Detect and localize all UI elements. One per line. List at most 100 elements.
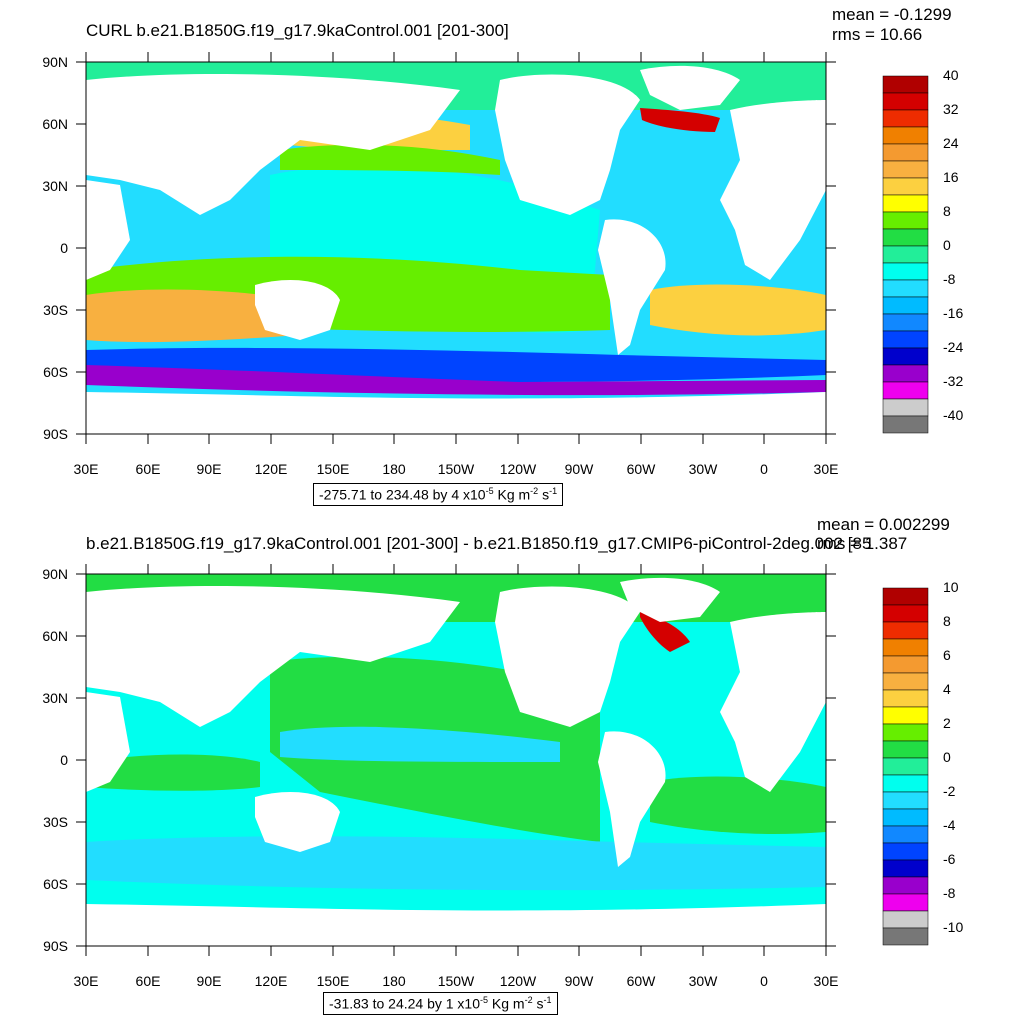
antarctica: [86, 904, 826, 946]
lon-label: 30E: [73, 973, 99, 989]
lon-label: 30W: [688, 973, 718, 989]
colorbar-label: -6: [943, 851, 956, 867]
lat-label: 30N: [42, 178, 68, 194]
colorbar-swatch: [882, 313, 929, 332]
southern-ocean-purple: [86, 365, 826, 396]
colorbar-swatch: [882, 842, 929, 861]
colorbar-swatch: [882, 75, 929, 94]
colorbar-swatch: [882, 228, 929, 247]
colorbar-swatch: [882, 296, 929, 315]
lat-label: 90N: [42, 54, 68, 70]
colorbar-swatch: [882, 211, 929, 230]
colorbar-swatch: [882, 415, 929, 434]
lon-label: 60E: [135, 973, 161, 989]
lon-label: 30W: [688, 461, 718, 477]
lon-label: 60W: [626, 461, 656, 477]
colorbar-swatch: [882, 876, 929, 895]
colorbar-swatch: [882, 330, 929, 349]
colorbar-label: 2: [943, 715, 951, 731]
southern-yellow-band: [86, 289, 300, 343]
colorbar-label: 0: [943, 749, 951, 765]
colorbar-swatch: [882, 740, 929, 759]
lat-label: 30S: [43, 814, 68, 830]
europe-africa: [720, 100, 826, 280]
africa-east: [86, 180, 130, 280]
lon-label: 0: [760, 461, 768, 477]
lon-label: 120W: [499, 461, 537, 477]
lon-label: 120E: [254, 973, 288, 989]
colorbar-swatch: [882, 587, 929, 606]
lon-label: 150W: [437, 973, 475, 989]
colorbar-swatch: [882, 160, 929, 179]
lat-label: 60S: [43, 364, 68, 380]
eurasia: [86, 586, 460, 727]
north-america: [495, 586, 640, 727]
labrador-red: [640, 612, 690, 652]
colorbar-swatch: [882, 604, 929, 623]
colorbar-label: 40: [943, 67, 959, 83]
antarctica: [86, 392, 826, 434]
colorbar-label: -16: [943, 305, 964, 321]
colorbar: [882, 587, 929, 946]
colorbar-label: -8: [943, 885, 956, 901]
greenland: [640, 65, 740, 110]
colorbar-swatch: [882, 893, 929, 912]
panel-bottom: mean = 0.002299 rms = 1.387 b.e21.B1850G…: [0, 512, 1024, 1024]
map-title: CURL b.e21.B1850G.f19_g17.9kaControl.001…: [86, 21, 509, 40]
lon-label: 30E: [73, 461, 99, 477]
colorbar-label: 8: [943, 203, 951, 219]
lat-label: 90S: [43, 426, 68, 442]
axis-ticks: [76, 564, 836, 956]
colorbar-label: -24: [943, 339, 964, 355]
colorbar-swatch: [882, 859, 929, 878]
colorbar-swatch: [882, 143, 929, 162]
map-plot: [76, 52, 929, 444]
lon-label: 90E: [196, 461, 222, 477]
colorbar-swatch: [882, 194, 929, 213]
lat-label: 30S: [43, 302, 68, 318]
colorbar-swatch: [882, 92, 929, 111]
colorbar-swatch: [882, 398, 929, 417]
colorbar-swatch: [882, 655, 929, 674]
colorbar-label: 6: [943, 647, 951, 663]
south-america: [598, 731, 666, 867]
colorbar-swatch: [882, 825, 929, 844]
range-label: -31.83 to 24.24 by 1 x10-5 Kg m-2 s-1: [323, 992, 558, 1015]
colorbar-label: -10: [943, 919, 964, 935]
axis-ticks: [76, 52, 836, 444]
map-plot: [76, 564, 929, 956]
europe-africa: [720, 612, 826, 792]
range-label: -275.71 to 234.48 by 4 x10-5 Kg m-2 s-1: [313, 483, 564, 506]
colorbar-swatch: [882, 808, 929, 827]
mean-stat: mean = -0.1299: [832, 5, 952, 24]
lon-label: 60E: [135, 461, 161, 477]
colorbar-swatch: [882, 638, 929, 657]
colorbar-swatch: [882, 381, 929, 400]
mean-stat: mean = 0.002299: [817, 515, 950, 534]
australia: [255, 792, 340, 852]
rms-stat: rms = 1.387: [817, 534, 908, 553]
colorbar-swatch: [882, 791, 929, 810]
colorbar-swatch: [882, 279, 929, 298]
colorbar: [882, 75, 929, 434]
colorbar-swatch: [882, 109, 929, 128]
colorbar-swatch: [882, 245, 929, 264]
lon-label: 30E: [813, 461, 839, 477]
lon-label: 90W: [564, 973, 594, 989]
australia: [255, 280, 340, 340]
lat-label: 90S: [43, 938, 68, 954]
colorbar-swatch: [882, 689, 929, 708]
colorbar-swatch: [882, 364, 929, 383]
colorbar-swatch: [882, 177, 929, 196]
south-atlantic-green: [650, 776, 826, 834]
north-america: [495, 74, 640, 215]
colorbar-swatch: [882, 126, 929, 145]
lon-label: 60W: [626, 973, 656, 989]
lon-label: 90W: [564, 461, 594, 477]
colorbar-label: -4: [943, 817, 956, 833]
colorbar-swatch: [882, 757, 929, 776]
colorbar-swatch: [882, 910, 929, 929]
colorbar-swatch: [882, 927, 929, 946]
south-atlantic-yellow: [650, 284, 826, 336]
lat-label: 0: [60, 752, 68, 768]
